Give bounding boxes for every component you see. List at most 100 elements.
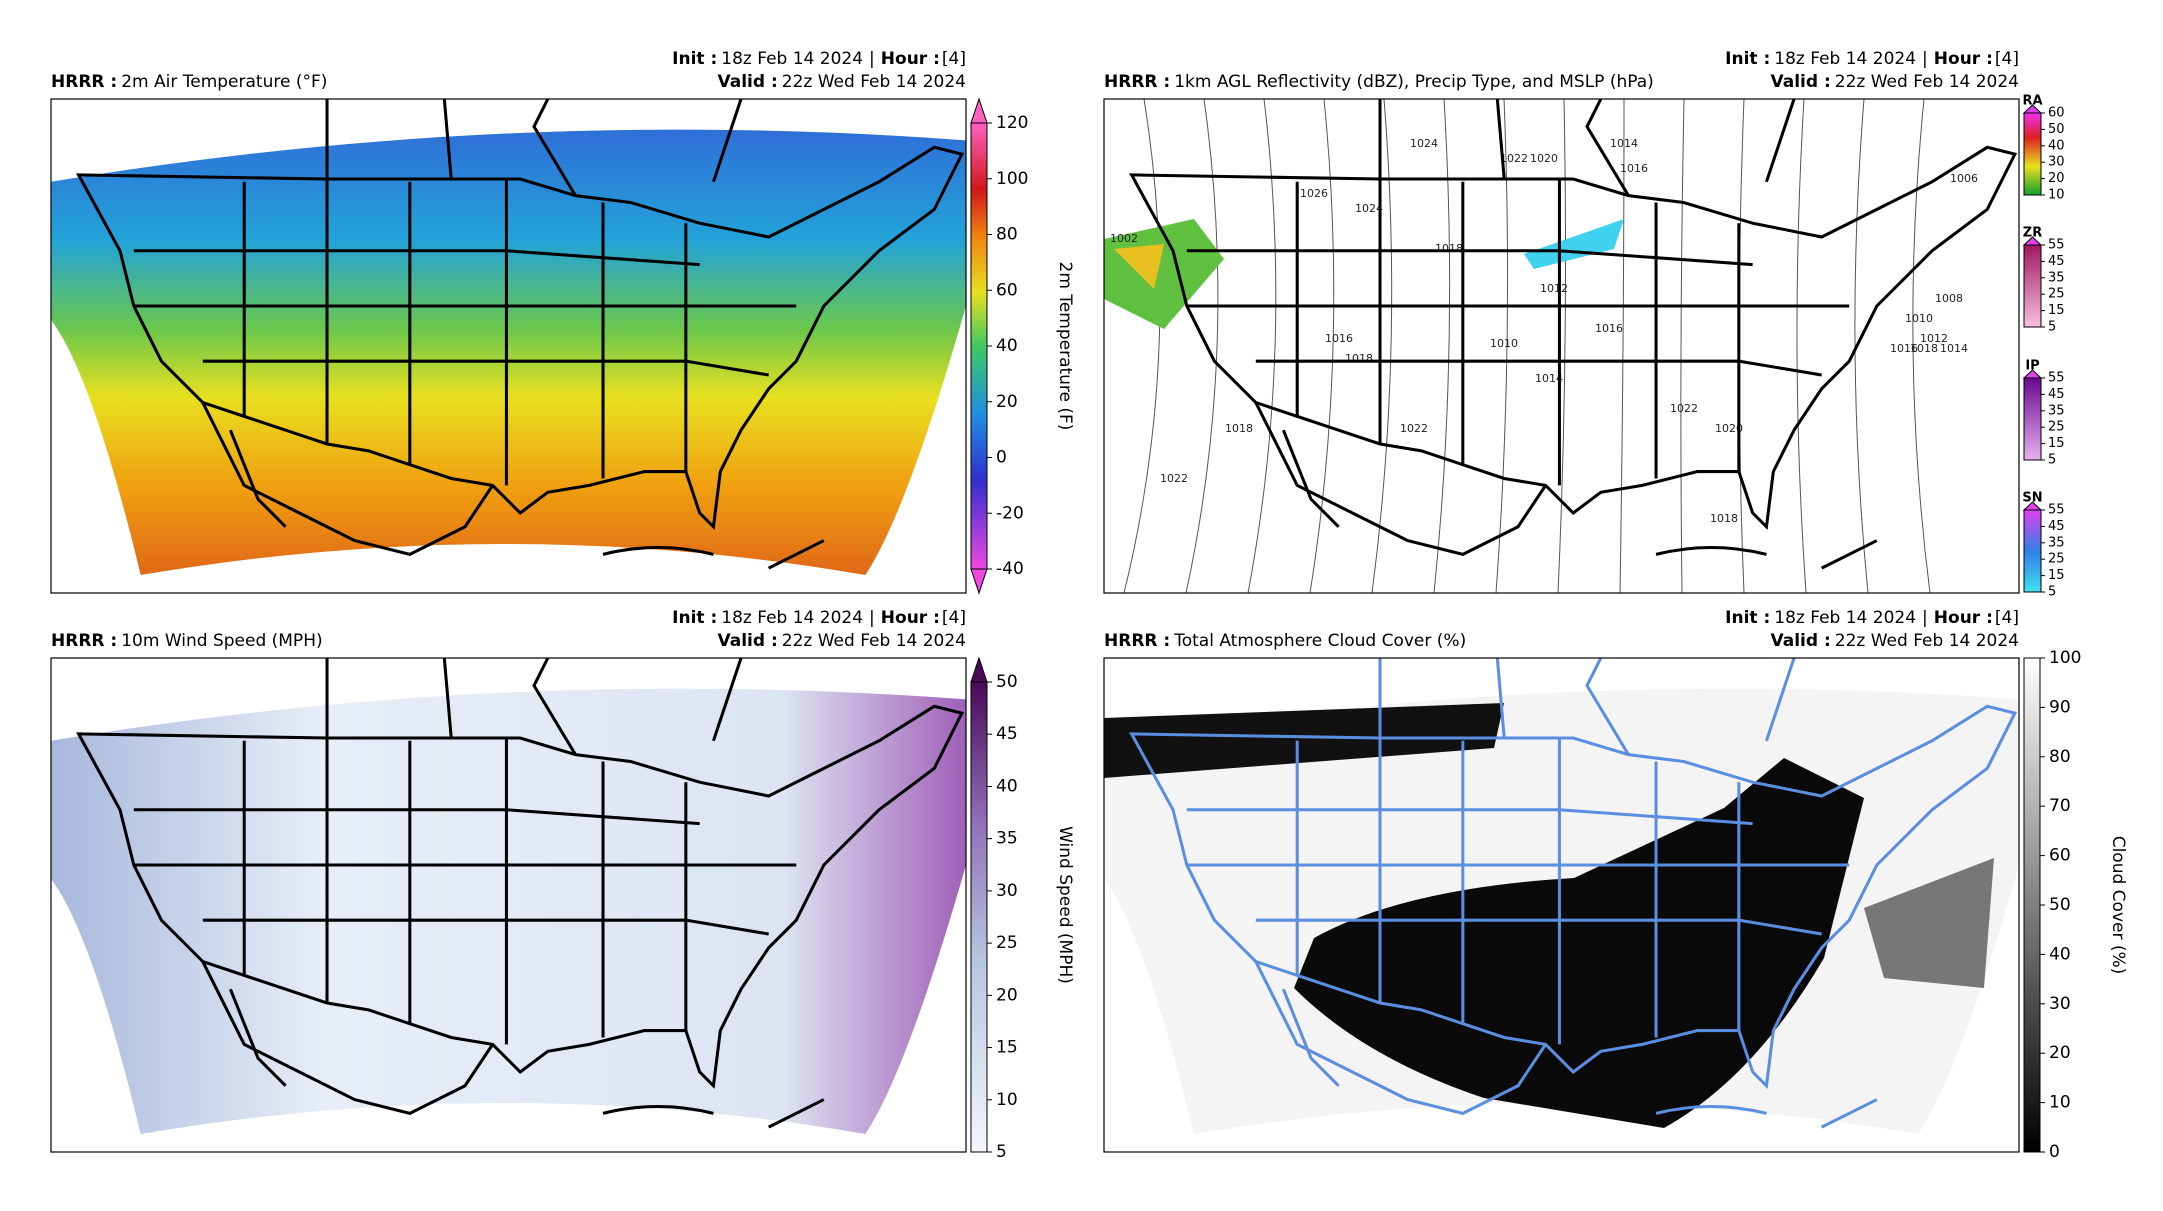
isobar-label: 1010 [1905, 312, 1933, 325]
colorbar-tick-label: -20 [996, 503, 1024, 523]
init-line: Init :18z Feb 14 2024 | Hour : [4] [672, 608, 966, 628]
isobar-label: 1014 [1535, 372, 1563, 385]
map-panel: HRRR :10m Wind Speed (MPH) Init :18z Feb … [50, 608, 1075, 1162]
isobar-label: 1016 [1620, 162, 1648, 175]
hour-label: Hour : [881, 49, 940, 69]
isobar-label: 1014 [1940, 342, 1968, 355]
panel-title: HRRR :10m Wind Speed (MPH) [51, 631, 323, 651]
colorbar-tick-label: 60 [2048, 106, 2065, 121]
field-title: 10m Wind Speed (MPH) [121, 631, 322, 651]
map-frame [50, 98, 967, 594]
colorbar-label: Cloud Cover (%) [2108, 836, 2128, 975]
colorbar-tick-label: 30 [996, 881, 1018, 901]
colorbar-tick-label: 0 [996, 448, 1007, 468]
colorbar-tick-label: 40 [996, 336, 1018, 356]
valid-line: Valid :22z Wed Feb 14 2024 [1771, 72, 2019, 92]
colorbar-extend [970, 656, 988, 683]
valid-label: Valid : [1771, 631, 1831, 651]
colorbar-tick-label: 15 [2048, 436, 2065, 451]
field-title: 1km AGL Reflectivity (dBZ), Precip Type,… [1174, 72, 1654, 92]
colorbar [2023, 377, 2042, 461]
colorbar-tick-label: 50 [996, 672, 1018, 692]
colorbar [2023, 112, 2042, 196]
init-line: Init :18z Feb 14 2024 | Hour : [4] [1725, 608, 2019, 628]
isobar [1309, 99, 1335, 593]
isobar-label: 1016 [1890, 342, 1918, 355]
colorbar-tick-label: 40 [996, 776, 1018, 796]
colorbar-tick-label: 20 [2048, 171, 2065, 186]
hour-label: Hour : [881, 608, 940, 628]
isobar [1123, 99, 1161, 593]
isobar [1912, 99, 1931, 593]
valid-line: Valid :22z Wed Feb 14 2024 [1771, 631, 2019, 651]
panel-title: HRRR :2m Air Temperature (°F) [51, 72, 327, 92]
isobar-label: 1024 [1410, 137, 1438, 150]
map-frame [50, 657, 967, 1153]
valid-line: Valid :22z Wed Feb 14 2024 [718, 631, 966, 651]
valid-label: Valid : [718, 72, 778, 92]
isobar [1433, 99, 1451, 593]
colorbar-tick-label: 35 [2048, 270, 2065, 285]
isobar [1495, 99, 1509, 593]
valid-time: 22z Wed Feb 14 2024 [782, 72, 966, 92]
colorbar-tick-label: 50 [2049, 895, 2071, 915]
colorbar-tick-label: 5 [2048, 585, 2056, 600]
model-name: HRRR : [1104, 631, 1170, 651]
isobar-label: 1006 [1950, 172, 1978, 185]
init-time: 18z Feb 14 2024 [1774, 608, 1916, 628]
hour-label: Hour : [1934, 49, 1993, 69]
colorbar-tick-label: 45 [2048, 519, 2065, 534]
isobar-label: 1002 [1110, 232, 1138, 245]
valid-label: Valid : [1771, 72, 1831, 92]
separator: | [869, 608, 875, 628]
reflectivity [1114, 244, 1164, 289]
colorbar-tick-label: 80 [996, 225, 1018, 245]
isobar [1619, 99, 1625, 593]
isobar-label: 1018 [1345, 352, 1373, 365]
colorbar-tick-label: 10 [996, 1090, 1018, 1110]
colorbar-tick-label: 20 [996, 392, 1018, 412]
colorbar-tick-label: 100 [996, 169, 1028, 189]
colorbar-tick-label: 20 [2049, 1043, 2071, 1063]
colorbar-name: ZR [2023, 226, 2042, 241]
model-name: HRRR : [1104, 72, 1170, 92]
isobar-label: 1022 [1670, 402, 1698, 415]
model-name: HRRR : [51, 631, 117, 651]
colorbar-tick-label: 40 [2049, 944, 2071, 964]
colorbar-tick-label: 25 [2048, 287, 2065, 302]
isobar-label: 1018 [1710, 512, 1738, 525]
isobar-label: 1012 [1540, 282, 1568, 295]
colorbar-tick-label: 5 [2048, 320, 2056, 335]
valid-label: Valid : [718, 631, 778, 651]
panel-title: HRRR : Total Atmosphere Cloud Cover (%) [1104, 631, 1466, 651]
colorbar-name: SN [2022, 491, 2042, 506]
hour-label: Hour : [1934, 608, 1993, 628]
cloud-field [1294, 758, 1864, 1128]
map-area [51, 658, 966, 1152]
colorbar-tick-label: 15 [996, 1038, 1018, 1058]
colorbar-tick-label: -40 [996, 559, 1024, 579]
colorbar-tick-label: 45 [996, 724, 1018, 744]
reflectivity [1104, 219, 1224, 329]
isobar [1796, 99, 1807, 593]
colorbar-tick-label: 60 [996, 280, 1018, 300]
colorbar-tick-label: 25 [996, 933, 1018, 953]
map-background [1104, 99, 2019, 593]
colorbar-label: 2m Temperature (F) [1055, 262, 1075, 431]
colorbar-extend [970, 568, 988, 595]
colorbar [970, 681, 988, 1153]
isobar-label: 1022 [1500, 152, 1528, 165]
isobar-label: 1026 [1300, 187, 1328, 200]
cloud-field [1864, 858, 1994, 988]
map-panel: HRRR :2m Air Temperature (°F) Init :18z F… [50, 49, 1075, 595]
init-time: 18z Feb 14 2024 [721, 49, 863, 69]
isobar-label: 1018 [1225, 422, 1253, 435]
isobar [1247, 99, 1277, 593]
hour-value: [4] [942, 608, 966, 628]
map-area [1104, 658, 2019, 1152]
colorbar-tick-label: 45 [2048, 254, 2065, 269]
isobar-label: 1010 [1490, 337, 1518, 350]
colorbar-tick-label: 70 [2049, 796, 2071, 816]
